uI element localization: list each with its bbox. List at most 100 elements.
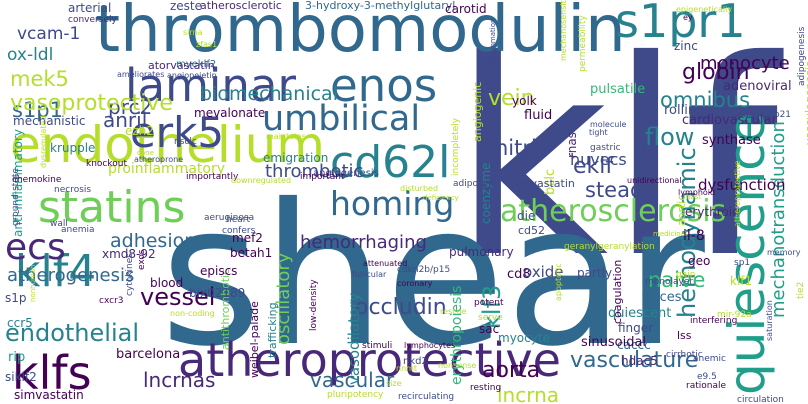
cloud-word: ezh2 <box>125 124 154 138</box>
cloud-word: klf4 <box>15 246 97 297</box>
cloud-word: vascular <box>310 368 395 392</box>
cloud-word: tie2 <box>796 281 806 299</box>
cloud-word: ox-ldl <box>7 45 54 65</box>
cloud-word: zeste <box>170 0 203 13</box>
cloud-word: dysregulated <box>39 115 48 168</box>
cloud-word: nonsense <box>438 361 477 370</box>
cloud-word: hdac5 <box>621 354 658 368</box>
cloud-word: zinc <box>674 39 698 53</box>
cloud-word: naive <box>648 268 706 292</box>
cloud-word: stimuli <box>362 341 393 351</box>
cloud-word: huvecs <box>570 150 627 169</box>
cloud-word: nitric <box>495 136 549 160</box>
cloud-word: siklf2 <box>5 370 37 384</box>
cloud-word: adipogenesis <box>797 26 807 86</box>
cloud-word: vessel <box>140 283 216 311</box>
cloud-word: maintains <box>266 132 306 141</box>
cloud-word: aeruginosa <box>204 213 255 223</box>
cloud-word: s1pr1 <box>615 0 746 48</box>
cloud-word: vasodilatory <box>345 292 363 385</box>
cloud-word: adhesion <box>110 230 197 252</box>
cloud-word: angiogenesis <box>313 168 379 179</box>
cloud-word: incompletely <box>451 117 461 176</box>
cloud-word: mek5 <box>10 67 69 91</box>
cloud-word: 3-hydroxy-3-methylglutaryl <box>305 0 456 12</box>
cloud-word: potent <box>474 298 504 308</box>
cloud-word: sp1 <box>734 258 751 268</box>
cloud-word: rip <box>8 350 26 365</box>
cloud-word: klf1 <box>730 274 753 288</box>
cloud-word: non-coding <box>170 309 215 318</box>
cloud-word: finger <box>618 321 654 335</box>
cloud-word: confers <box>222 226 256 236</box>
cloud-word: s1p1 <box>12 98 63 122</box>
cloud-word: erythroid <box>685 205 740 219</box>
cloud-word: memory <box>767 248 801 257</box>
cloud-word: low-density <box>309 279 319 331</box>
cloud-word: chemokine <box>12 175 62 185</box>
cloud-word: nonhuman <box>29 264 37 302</box>
cloud-word: carotid <box>445 2 487 16</box>
cloud-word: arterial <box>68 1 112 15</box>
cloud-word: coronary <box>397 279 433 288</box>
cloud-word: tight <box>589 128 608 137</box>
cloud-word: episcs <box>200 264 238 278</box>
cloud-word: homing <box>330 184 455 223</box>
cloud-word: permeability <box>578 15 588 72</box>
cloud-word: quiescent <box>608 306 672 321</box>
cloud-word: resting <box>470 383 502 393</box>
cloud-word: recirculating <box>398 392 455 402</box>
cloud-word: attenuated <box>363 259 408 268</box>
cloud-word: cone <box>137 149 154 157</box>
cloud-word: sirna <box>183 28 203 37</box>
cloud-word: necrosis <box>54 185 92 195</box>
cloud-word: epigenetically <box>676 5 733 14</box>
cloud-word: angiopoietin <box>167 71 217 80</box>
cloud-word: atheroprone <box>134 155 184 164</box>
cloud-word: cdkn2b/p15 <box>397 265 451 275</box>
cloud-word: laminar <box>125 59 297 112</box>
cloud-word: rolling <box>664 103 705 118</box>
cloud-word: myeklf2 <box>176 59 217 70</box>
cloud-word: exos <box>137 249 147 270</box>
cloud-word: saturation <box>765 300 774 341</box>
cloud-word: steady <box>585 178 656 202</box>
cloud-word: lymphoid <box>678 188 716 197</box>
cloud-word: il-8 <box>683 228 705 244</box>
cloud-word: weibel-palade <box>248 301 261 378</box>
cloud-word: mechanosensitive <box>559 0 568 61</box>
cloud-word: coagulation <box>611 259 624 324</box>
cloud-word: circulation <box>737 395 784 404</box>
cloud-word: trafficking <box>266 302 279 358</box>
cloud-word: cd52 <box>518 224 546 237</box>
cloud-word: atherosclerotic <box>200 0 282 12</box>
cloud-word: mechanotransduction <box>768 121 789 318</box>
cloud-word: endothelial <box>5 319 139 347</box>
cloud-word: globin <box>682 60 750 85</box>
cloud-word: interfering <box>690 316 738 326</box>
cloud-word: adenoviral <box>723 79 792 94</box>
cloud-word: size <box>386 379 402 388</box>
cloud-word: cd8 <box>507 267 531 282</box>
cloud-word: follicular <box>352 270 387 279</box>
cloud-word: endothelium <box>10 116 326 174</box>
cloud-word: rescue <box>440 307 467 316</box>
cloud-word: pulmonary <box>449 245 514 259</box>
cloud-word: aorta <box>482 358 541 383</box>
cloud-word: ccr5 <box>7 316 33 330</box>
cloud-word: vasoprotective <box>10 91 173 116</box>
cloud-word: yolk <box>512 94 537 108</box>
cloud-word: thrombotic <box>265 161 364 182</box>
cloud-word: caccc <box>617 338 651 352</box>
cloud-word: klf <box>452 2 779 317</box>
cloud-word: statins <box>38 182 186 233</box>
cloud-word: occludin <box>355 295 447 320</box>
cloud-word: erythropoiesis <box>449 285 465 385</box>
cloud-word: quiescence <box>718 112 776 395</box>
cloud-word: thrombomodulin <box>95 0 626 67</box>
cloud-word: die <box>517 209 536 223</box>
cloud-word: disturbed <box>400 184 439 193</box>
cloud-word: medicinal <box>653 230 687 238</box>
cloud-word: oxide <box>523 263 564 281</box>
cloud-word: barcelona <box>116 347 181 362</box>
